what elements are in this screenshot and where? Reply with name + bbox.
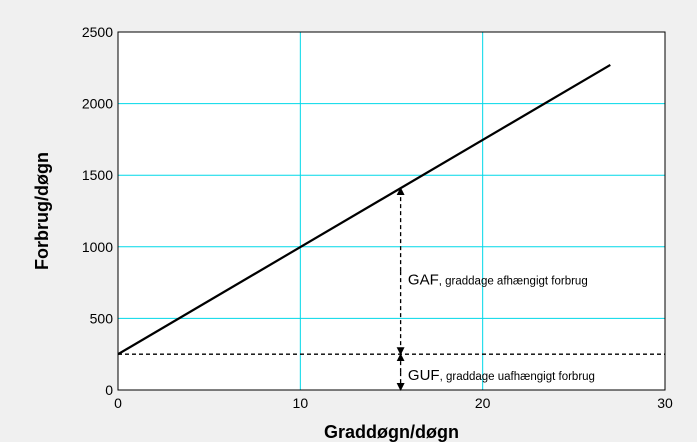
y-tick-label: 0 <box>105 382 113 398</box>
plot-frame <box>117 31 666 391</box>
x-tick-label: 20 <box>475 395 491 411</box>
y-tick-label: 1500 <box>82 167 113 183</box>
grid <box>118 32 665 390</box>
annotation: GUF, graddage uafhængigt forbrug <box>408 367 595 384</box>
x-tick-label: 30 <box>657 395 673 411</box>
x-tick-label: 0 <box>114 395 122 411</box>
y-tick-label: 2000 <box>82 96 113 112</box>
x-tick-label: 10 <box>293 395 309 411</box>
series-line <box>117 63 611 356</box>
x-axis-title: Graddøgn/døgn <box>324 422 459 442</box>
annotation-sub: , graddage uafhængigt forbrug <box>440 371 595 383</box>
annotation-main: GAF <box>408 272 439 289</box>
y-tick-label: 2500 <box>82 24 113 40</box>
y-tick-label: 1000 <box>82 239 113 255</box>
y-tick-label: 500 <box>90 310 114 326</box>
plot-area <box>118 32 665 390</box>
annotation-sub: , graddage afhængigt forbrug <box>439 276 588 288</box>
annotation: GAF, graddage afhængigt forbrug <box>408 272 588 289</box>
y-axis-title: Forbrug/døgn <box>32 152 52 270</box>
ticks: 0 10 20 30 0 500 1000 1500 2000 2500 <box>82 24 673 411</box>
annotation-main: GUF <box>408 367 440 384</box>
